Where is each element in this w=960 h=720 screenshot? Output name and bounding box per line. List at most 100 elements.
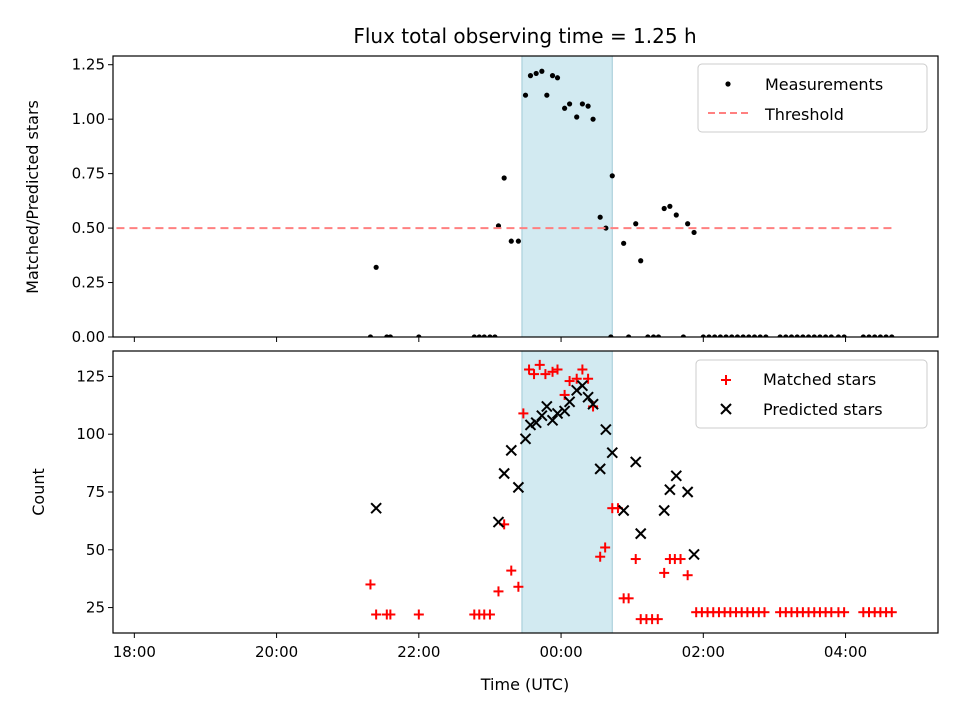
measurement-point: [608, 334, 614, 337]
x-axis-label: Time (UTC): [480, 675, 569, 694]
measurement-point: [387, 334, 393, 337]
measurement-point: [492, 334, 498, 337]
top-y-axis: 0.00 0.25 0.50 0.75 1.00 1.25: [72, 56, 113, 346]
top-axes-frame: [112, 55, 939, 338]
measurement-point: [645, 334, 651, 337]
measurement-point: [872, 334, 878, 337]
measurement-point: [700, 334, 706, 337]
predicted-star-point: [536, 410, 548, 422]
predicted-star-point: [519, 433, 532, 445]
measurement-point: [574, 114, 580, 120]
measurement-point: [373, 264, 379, 270]
measurement-point: [539, 68, 545, 74]
measurement-point: [667, 203, 673, 209]
bottom-legend: Matched stars Predicted stars: [695, 359, 928, 429]
predicted-star-point: [688, 548, 700, 561]
measurement-point: [706, 334, 712, 337]
predicted-star-point: [600, 423, 612, 436]
matched-star-point: [583, 373, 594, 384]
predicted-star-point: [587, 398, 599, 410]
measurement-point: [712, 334, 718, 337]
predicted-star-point: [558, 405, 571, 417]
measurement-point: [585, 103, 591, 109]
measurement-point: [691, 229, 697, 236]
measurement-point: [746, 334, 752, 337]
measurement-point: [866, 334, 872, 337]
measurement-point: [751, 334, 758, 337]
measurement-point: [522, 92, 529, 98]
measurement-point: [562, 105, 568, 111]
measurement-point: [527, 73, 534, 79]
measurement-point: [650, 334, 657, 337]
bottom-y-axis-label: Count: [29, 468, 48, 516]
measurement-point: [723, 334, 729, 337]
top-highlight-span: [521, 55, 613, 338]
measurement-point: [481, 334, 487, 337]
bottom-y-tick-label: 125: [76, 367, 105, 385]
predicted-star-point: [606, 446, 618, 459]
measurement-point: [734, 334, 741, 337]
measurement-point: [597, 214, 603, 220]
predicted-star-point: [681, 486, 694, 498]
predicted-star-point: [630, 456, 642, 468]
legend-matched-label: Matched stars: [763, 370, 876, 389]
top-y-tick-label: 0.75: [72, 165, 105, 183]
measurement-point: [841, 334, 847, 337]
matched-star-point: [371, 609, 382, 620]
measurement-point: [487, 334, 493, 337]
measurement-point: [476, 334, 482, 337]
matched-star-point: [659, 567, 670, 578]
measurement-point: [655, 334, 662, 337]
matched-star-point: [513, 581, 524, 592]
matched-star-point: [571, 373, 582, 384]
matched-star-point: [552, 364, 563, 375]
predicted-star-point: [492, 516, 505, 528]
measurement-point: [817, 334, 823, 337]
top-plot-area: [113, 68, 895, 337]
measurement-point: [777, 334, 783, 337]
top-y-axis-label: Matched/Predicted stars: [23, 100, 42, 294]
x-tick-label: 00:00: [539, 643, 582, 661]
measurement-point: [805, 334, 812, 337]
bottom-y-tick-label: 50: [86, 541, 105, 559]
measurement-point: [515, 238, 521, 244]
predicted-star-point: [563, 396, 576, 408]
matched-star-point: [675, 554, 686, 565]
top-y-tick-label: 0.50: [72, 219, 105, 237]
matched-star-point: [365, 579, 376, 590]
top-y-tick-label: 0.00: [72, 328, 105, 346]
predicted-star-point: [635, 527, 647, 540]
measurement-point: [889, 334, 895, 337]
predicted-star-point: [658, 504, 670, 517]
x-tick-label: 20:00: [255, 643, 298, 661]
matched-star-point: [577, 364, 588, 375]
matched-star-point: [547, 366, 558, 377]
measurement-point: [533, 70, 539, 77]
matched-star-point: [759, 607, 770, 618]
matched-star-point: [413, 609, 424, 620]
predicted-star-point: [576, 379, 589, 392]
measurement-point: [626, 334, 632, 337]
measurement-point: [729, 334, 735, 337]
measurement-point: [680, 334, 686, 337]
measurement-point: [828, 334, 834, 337]
matched-star-point: [630, 554, 641, 565]
predicted-star-point: [551, 407, 564, 420]
legend-measurements-marker: [725, 81, 731, 87]
measurement-point: [788, 334, 795, 337]
matched-star-point: [886, 607, 897, 618]
measurement-point: [508, 238, 514, 244]
bottom-y-tick-label: 75: [86, 483, 105, 501]
measurement-point: [823, 334, 829, 337]
top-y-tick-label: 1.00: [72, 110, 105, 128]
predicted-star-point: [670, 470, 682, 482]
measurement-point: [633, 221, 639, 227]
bottom-panel: 25 50 75 100 125 18:00 20:00 22:00 00:00 02:00 04…: [29, 350, 939, 694]
measurement-point: [860, 334, 866, 337]
measurement-point: [835, 334, 842, 337]
x-tick-label: 22:00: [397, 643, 440, 661]
measurement-point: [554, 75, 561, 81]
predicted-star-point: [498, 467, 510, 480]
matched-star-point: [506, 565, 517, 576]
